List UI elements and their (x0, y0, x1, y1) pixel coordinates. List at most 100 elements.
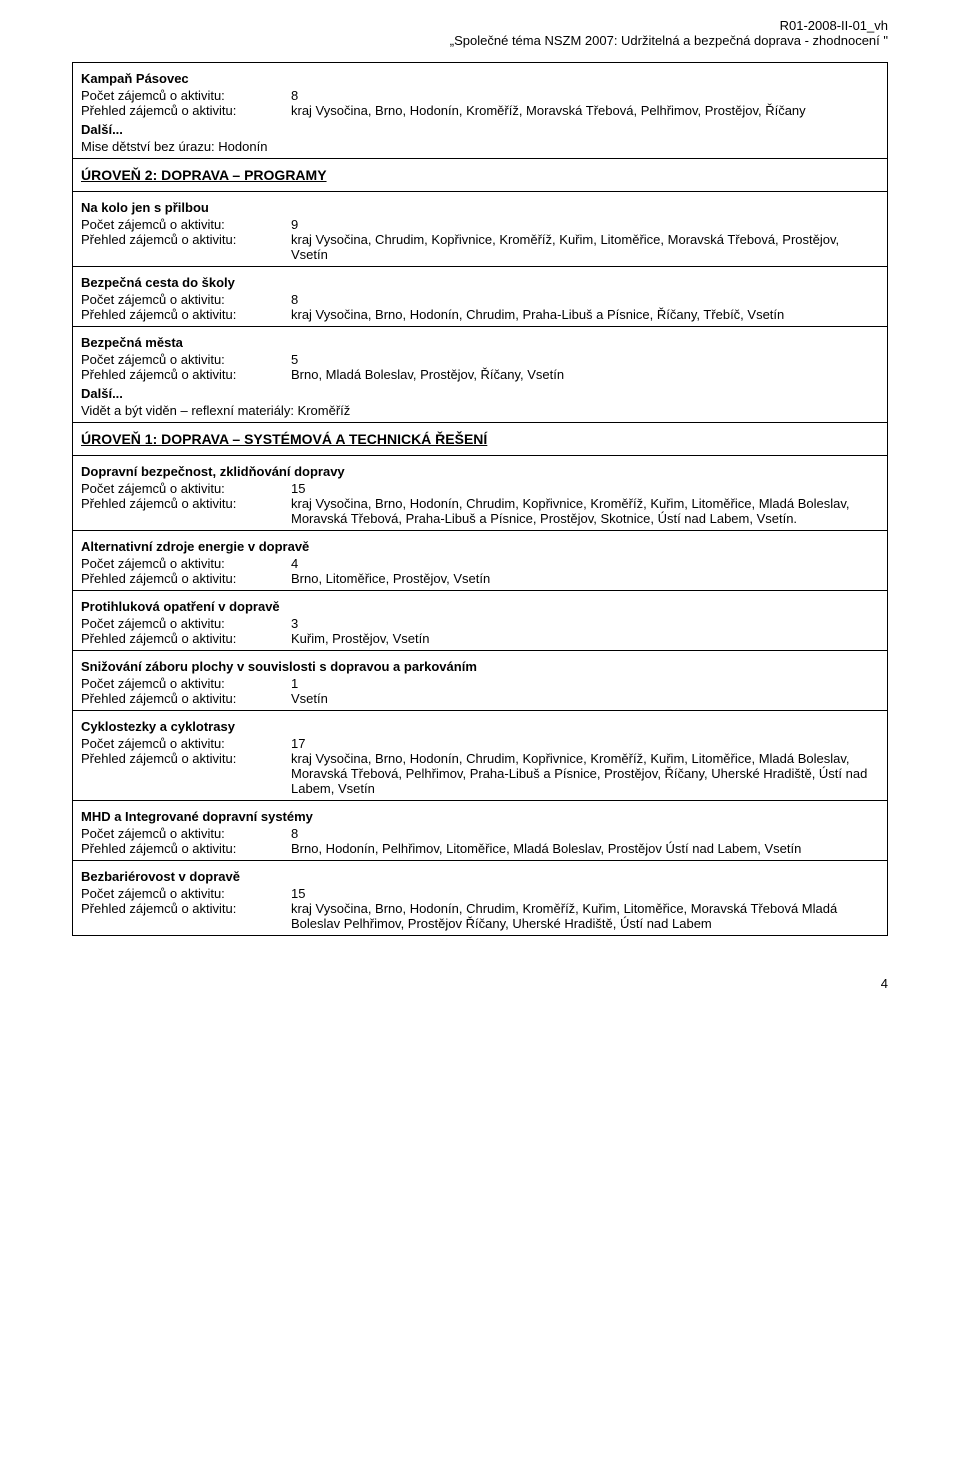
pocet-row: Počet zájemců o aktivitu:1 (81, 676, 879, 691)
section-block: Dopravní bezpečnost, zklidňování dopravy… (72, 456, 888, 531)
prehled-value: Brno, Litoměřice, Prostějov, Vsetín (291, 571, 879, 586)
prehled-label: Přehled zájemců o aktivitu: (81, 103, 291, 118)
pocet-label: Počet zájemců o aktivitu: (81, 481, 291, 496)
prehled-label: Přehled zájemců o aktivitu: (81, 571, 291, 586)
prehled-value: Vsetín (291, 691, 879, 706)
pocet-label: Počet zájemců o aktivitu: (81, 616, 291, 631)
section-block: Bezpečná města Počet zájemců o aktivitu:5… (72, 327, 888, 423)
prehled-label: Přehled zájemců o aktivitu: (81, 901, 291, 916)
pocet-row: Počet zájemců o aktivitu:15 (81, 481, 879, 496)
section-block: Alternativní zdroje energie v dopravě Poč… (72, 531, 888, 591)
pocet-row: Počet zájemců o aktivitu:5 (81, 352, 879, 367)
prehled-value: kraj Vysočina, Brno, Hodonín, Chrudim, K… (291, 901, 879, 931)
pocet-row: Počet zájemců o aktivitu:15 (81, 886, 879, 901)
pocet-value: 8 (291, 88, 879, 103)
dalsi-label: Další... (81, 122, 879, 137)
prehled-value: Brno, Hodonín, Pelhřimov, Litoměřice, Ml… (291, 841, 879, 856)
section-block: MHD a Integrované dopravní systémy Počet … (72, 801, 888, 861)
pocet-value: 9 (291, 217, 879, 232)
section-block: Bezbariérovost v dopravě Počet zájemců o … (72, 861, 888, 936)
section-block: Bezpečná cesta do školy Počet zájemců o a… (72, 267, 888, 327)
pocet-label: Počet zájemců o aktivitu: (81, 556, 291, 571)
pocet-label: Počet zájemců o aktivitu: (81, 676, 291, 691)
dalsi-text: Mise dětství bez úrazu: Hodonín (81, 139, 879, 154)
pocet-label: Počet zájemců o aktivitu: (81, 736, 291, 751)
prehled-label: Přehled zájemců o aktivitu: (81, 631, 291, 646)
section-title: Dopravní bezpečnost, zklidňování dopravy (81, 464, 879, 479)
prehled-row: Přehled zájemců o aktivitu:Vsetín (81, 691, 879, 706)
section-title: Bezpečná cesta do školy (81, 275, 879, 290)
section-title: Bezbariérovost v dopravě (81, 869, 879, 884)
section-block: Na kolo jen s přilbou Počet zájemců o akt… (72, 192, 888, 267)
prehled-row: Přehled zájemců o aktivitu:kraj Vysočina… (81, 901, 879, 931)
prehled-label: Přehled zájemců o aktivitu: (81, 496, 291, 511)
level-title: ÚROVEŇ 1: DOPRAVA – SYSTÉMOVÁ A TECHNICK… (81, 431, 879, 447)
prehled-label: Přehled zájemců o aktivitu: (81, 751, 291, 766)
prehled-row: Přehled zájemců o aktivitu:Brno, Litoměř… (81, 571, 879, 586)
prehled-row: Přehled zájemců o aktivitu:kraj Vysočina… (81, 496, 879, 526)
level-block: ÚROVEŇ 2: DOPRAVA – PROGRAMY (72, 159, 888, 192)
prehled-row: Přehled zájemců o aktivitu:kraj Vysočina… (81, 307, 879, 322)
prehled-label: Přehled zájemců o aktivitu: (81, 232, 291, 247)
section-title: Alternativní zdroje energie v dopravě (81, 539, 879, 554)
section-title: Kampaň Pásovec (81, 71, 879, 86)
pocet-value: 17 (291, 736, 879, 751)
content-blocks: Kampaň PásovecPočet zájemců o aktivitu:8… (72, 62, 888, 936)
level-title: ÚROVEŇ 2: DOPRAVA – PROGRAMY (81, 167, 879, 183)
level-block: ÚROVEŇ 1: DOPRAVA – SYSTÉMOVÁ A TECHNICK… (72, 423, 888, 456)
prehled-row: Přehled zájemců o aktivitu:kraj Vysočina… (81, 751, 879, 796)
prehled-label: Přehled zájemců o aktivitu: (81, 691, 291, 706)
pocet-value: 8 (291, 826, 879, 841)
prehled-value: Kuřim, Prostějov, Vsetín (291, 631, 879, 646)
dalsi-text: Vidět a být viděn – reflexní materiály: … (81, 403, 879, 418)
prehled-label: Přehled zájemců o aktivitu: (81, 367, 291, 382)
pocet-row: Počet zájemců o aktivitu:17 (81, 736, 879, 751)
section-block: Kampaň Pásovec Počet zájemců o aktivitu:8… (72, 62, 888, 159)
section-title: Snižování záboru plochy v souvislosti s … (81, 659, 879, 674)
pocet-value: 3 (291, 616, 879, 631)
dalsi-label: Další... (81, 386, 879, 401)
pocet-label: Počet zájemců o aktivitu: (81, 886, 291, 901)
prehled-value: kraj Vysočina, Chrudim, Kopřivnice, Krom… (291, 232, 879, 262)
prehled-value: kraj Vysočina, Brno, Hodonín, Kroměříž, … (291, 103, 879, 118)
section-title: Na kolo jen s přilbou (81, 200, 879, 215)
pocet-value: 8 (291, 292, 879, 307)
pocet-label: Počet zájemců o aktivitu: (81, 217, 291, 232)
pocet-label: Počet zájemců o aktivitu: (81, 88, 291, 103)
section-block: Snižování záboru plochy v souvislosti s … (72, 651, 888, 711)
prehled-label: Přehled zájemců o aktivitu: (81, 841, 291, 856)
pocet-row: Počet zájemců o aktivitu:3 (81, 616, 879, 631)
pocet-label: Počet zájemců o aktivitu: (81, 292, 291, 307)
pocet-value: 4 (291, 556, 879, 571)
pocet-row: Počet zájemců o aktivitu:9 (81, 217, 879, 232)
prehled-label: Přehled zájemců o aktivitu: (81, 307, 291, 322)
prehled-value: kraj Vysočina, Brno, Hodonín, Chrudim, K… (291, 496, 879, 526)
pocet-value: 15 (291, 481, 879, 496)
pocet-row: Počet zájemců o aktivitu:4 (81, 556, 879, 571)
page-number: 4 (72, 976, 888, 991)
doc-code: R01-2008-II-01_vh (72, 18, 888, 33)
prehled-row: Přehled zájemců o aktivitu:kraj Vysočina… (81, 232, 879, 262)
doc-subtitle: „Společné téma NSZM 2007: Udržitelná a b… (72, 33, 888, 48)
prehled-row: Přehled zájemců o aktivitu:Brno, Hodonín… (81, 841, 879, 856)
pocet-value: 1 (291, 676, 879, 691)
pocet-row: Počet zájemců o aktivitu:8 (81, 826, 879, 841)
section-title: Bezpečná města (81, 335, 879, 350)
prehled-row: Přehled zájemců o aktivitu:Kuřim, Prostě… (81, 631, 879, 646)
pocet-row: Počet zájemců o aktivitu:8 (81, 292, 879, 307)
pocet-value: 5 (291, 352, 879, 367)
prehled-value: kraj Vysočina, Brno, Hodonín, Chrudim, P… (291, 307, 879, 322)
prehled-row: Přehled zájemců o aktivitu:kraj Vysočina… (81, 103, 879, 118)
prehled-value: Brno, Mladá Boleslav, Prostějov, Říčany,… (291, 367, 879, 382)
section-title: MHD a Integrované dopravní systémy (81, 809, 879, 824)
section-block: Protihluková opatření v dopravě Počet záj… (72, 591, 888, 651)
prehled-row: Přehled zájemců o aktivitu:Brno, Mladá B… (81, 367, 879, 382)
pocet-label: Počet zájemců o aktivitu: (81, 826, 291, 841)
pocet-row: Počet zájemců o aktivitu:8 (81, 88, 879, 103)
section-title: Cyklostezky a cyklotrasy (81, 719, 879, 734)
section-title: Protihluková opatření v dopravě (81, 599, 879, 614)
prehled-value: kraj Vysočina, Brno, Hodonín, Chrudim, K… (291, 751, 879, 796)
page: R01-2008-II-01_vh „Společné téma NSZM 20… (0, 0, 960, 1015)
pocet-value: 15 (291, 886, 879, 901)
pocet-label: Počet zájemců o aktivitu: (81, 352, 291, 367)
